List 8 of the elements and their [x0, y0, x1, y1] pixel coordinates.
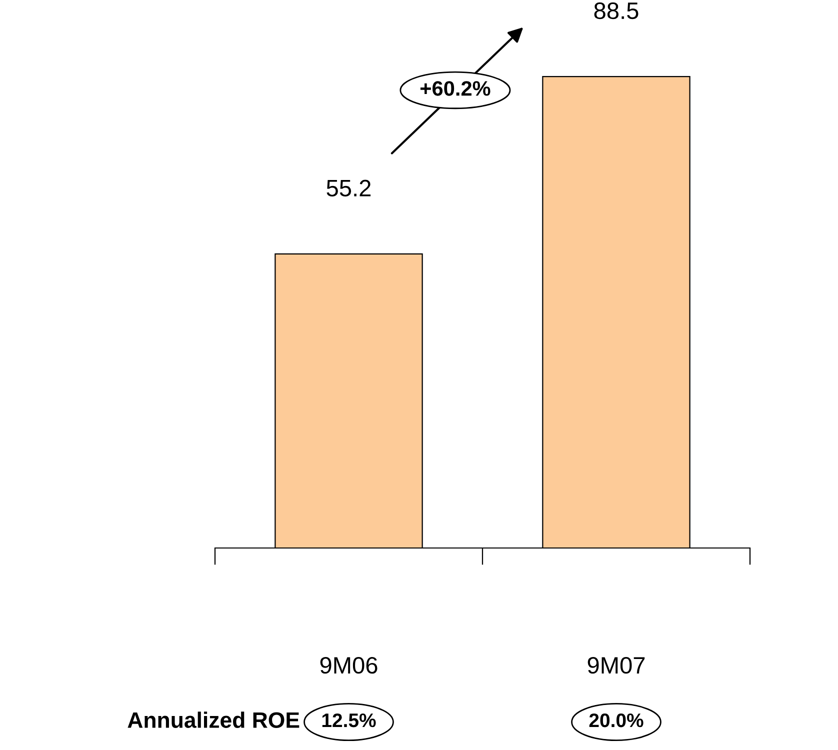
text: 20.0% [589, 713, 644, 728]
x-tick-label: 9M07 [588, 656, 645, 674]
text: Annualized ROE [128, 712, 300, 728]
annotation: +60.2% [420, 81, 490, 96]
text: 12.5% [322, 713, 376, 728]
data-label: 88.5 [594, 2, 638, 20]
x-tick-label: 9M06 [320, 656, 378, 674]
data-label: 55.2 [326, 180, 371, 197]
